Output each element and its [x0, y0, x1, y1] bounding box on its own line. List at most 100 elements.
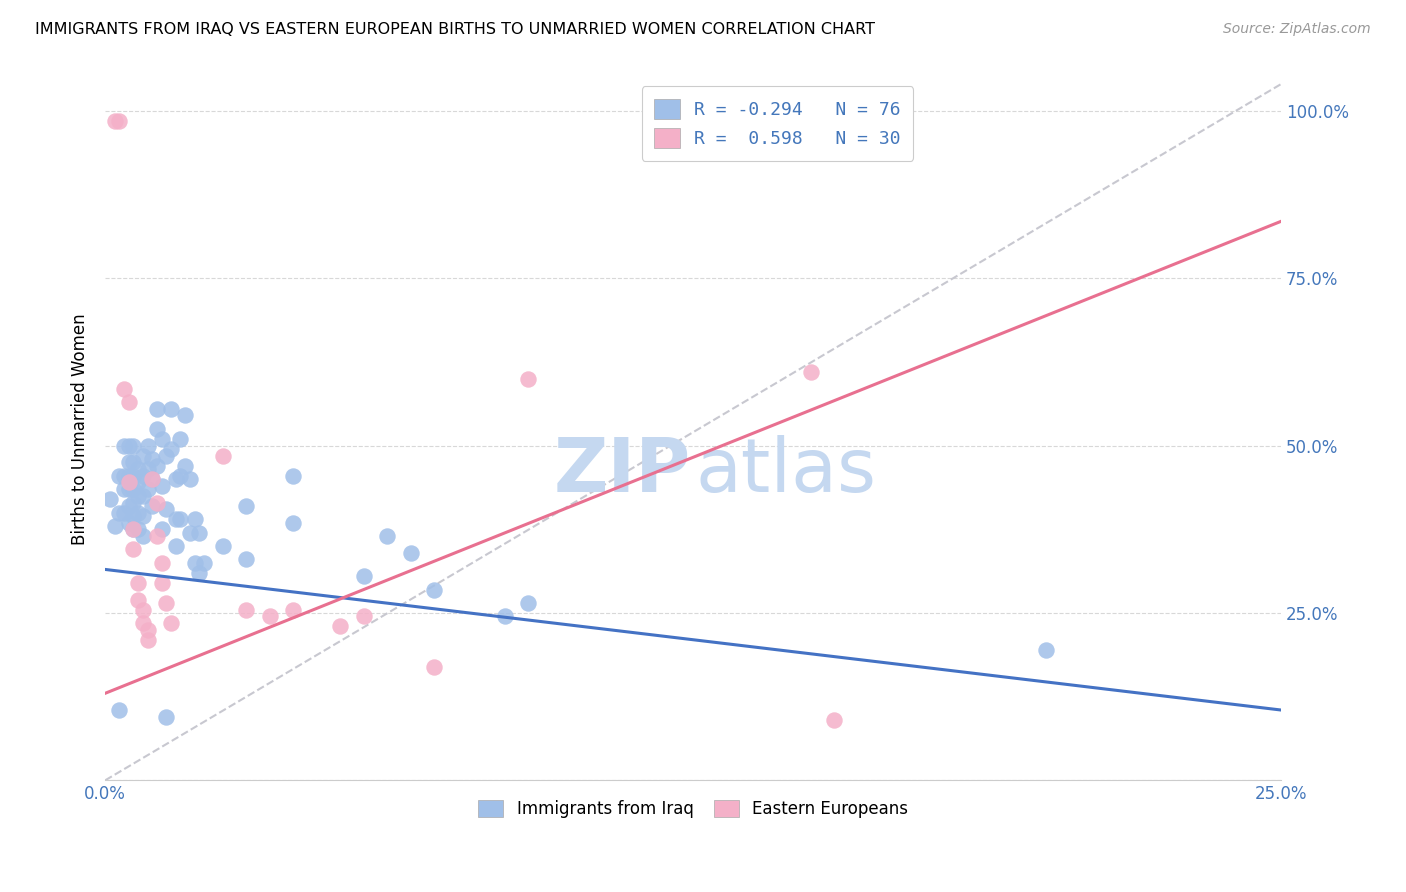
Point — [150, 522, 173, 536]
Point — [118, 468, 141, 483]
Point — [160, 442, 183, 456]
Point — [155, 502, 177, 516]
Point — [165, 539, 187, 553]
Point — [132, 602, 155, 616]
Point — [136, 632, 159, 647]
Point — [118, 439, 141, 453]
Point — [118, 482, 141, 496]
Point — [150, 556, 173, 570]
Point — [112, 439, 135, 453]
Point — [122, 542, 145, 557]
Point — [235, 552, 257, 566]
Point — [122, 522, 145, 536]
Point — [118, 499, 141, 513]
Point — [132, 615, 155, 630]
Text: atlas: atlas — [696, 434, 876, 508]
Point — [122, 482, 145, 496]
Point — [188, 566, 211, 580]
Point — [108, 114, 131, 128]
Point — [211, 539, 233, 553]
Point — [108, 506, 131, 520]
Point — [132, 489, 155, 503]
Point — [141, 452, 163, 467]
Point — [165, 512, 187, 526]
Point — [823, 713, 845, 727]
Point — [423, 659, 446, 673]
Y-axis label: Births to Unmarried Women: Births to Unmarried Women — [72, 313, 89, 545]
Point — [132, 449, 155, 463]
Point — [377, 529, 399, 543]
Point — [136, 439, 159, 453]
Point — [132, 468, 155, 483]
Point — [174, 458, 197, 473]
Legend: Immigrants from Iraq, Eastern Europeans: Immigrants from Iraq, Eastern Europeans — [471, 793, 914, 825]
Point — [118, 516, 141, 530]
Point — [155, 449, 177, 463]
Point — [193, 556, 215, 570]
Point — [141, 499, 163, 513]
Point — [141, 472, 163, 486]
Point — [112, 468, 135, 483]
Point — [108, 703, 131, 717]
Point — [104, 114, 127, 128]
Point — [169, 432, 191, 446]
Point — [183, 556, 205, 570]
Point — [183, 512, 205, 526]
Point — [235, 499, 257, 513]
Point — [122, 522, 145, 536]
Point — [122, 468, 145, 483]
Point — [127, 575, 149, 590]
Point — [146, 529, 169, 543]
Point — [127, 506, 149, 520]
Point — [494, 609, 516, 624]
Point — [517, 372, 540, 386]
Point — [259, 609, 281, 624]
Point — [179, 525, 201, 540]
Point — [353, 609, 375, 624]
Point — [104, 519, 127, 533]
Point — [146, 495, 169, 509]
Point — [127, 592, 149, 607]
Point — [127, 522, 149, 536]
Point — [211, 449, 233, 463]
Point — [150, 479, 173, 493]
Point — [179, 472, 201, 486]
Point — [122, 495, 145, 509]
Point — [118, 395, 141, 409]
Point — [112, 482, 135, 496]
Text: IMMIGRANTS FROM IRAQ VS EASTERN EUROPEAN BIRTHS TO UNMARRIED WOMEN CORRELATION C: IMMIGRANTS FROM IRAQ VS EASTERN EUROPEAN… — [35, 22, 875, 37]
Point — [423, 582, 446, 597]
Point — [146, 422, 169, 436]
Point — [174, 409, 197, 423]
Point — [165, 472, 187, 486]
Point — [235, 602, 257, 616]
Point — [160, 615, 183, 630]
Point — [122, 439, 145, 453]
Point — [112, 506, 135, 520]
Point — [283, 602, 305, 616]
Point — [98, 492, 121, 507]
Point — [127, 489, 149, 503]
Point — [136, 623, 159, 637]
Point — [283, 468, 305, 483]
Text: Source: ZipAtlas.com: Source: ZipAtlas.com — [1223, 22, 1371, 37]
Point — [800, 365, 823, 379]
Point — [122, 455, 145, 469]
Point — [399, 546, 422, 560]
Point — [127, 462, 149, 476]
Point — [353, 569, 375, 583]
Point — [132, 529, 155, 543]
Text: ZIP: ZIP — [554, 434, 690, 508]
Point — [517, 596, 540, 610]
Point — [155, 709, 177, 723]
Point — [146, 458, 169, 473]
Point — [108, 468, 131, 483]
Point — [160, 401, 183, 416]
Point — [283, 516, 305, 530]
Point — [169, 468, 191, 483]
Point — [188, 525, 211, 540]
Point — [118, 455, 141, 469]
Point — [118, 475, 141, 490]
Point — [112, 382, 135, 396]
Point — [150, 432, 173, 446]
